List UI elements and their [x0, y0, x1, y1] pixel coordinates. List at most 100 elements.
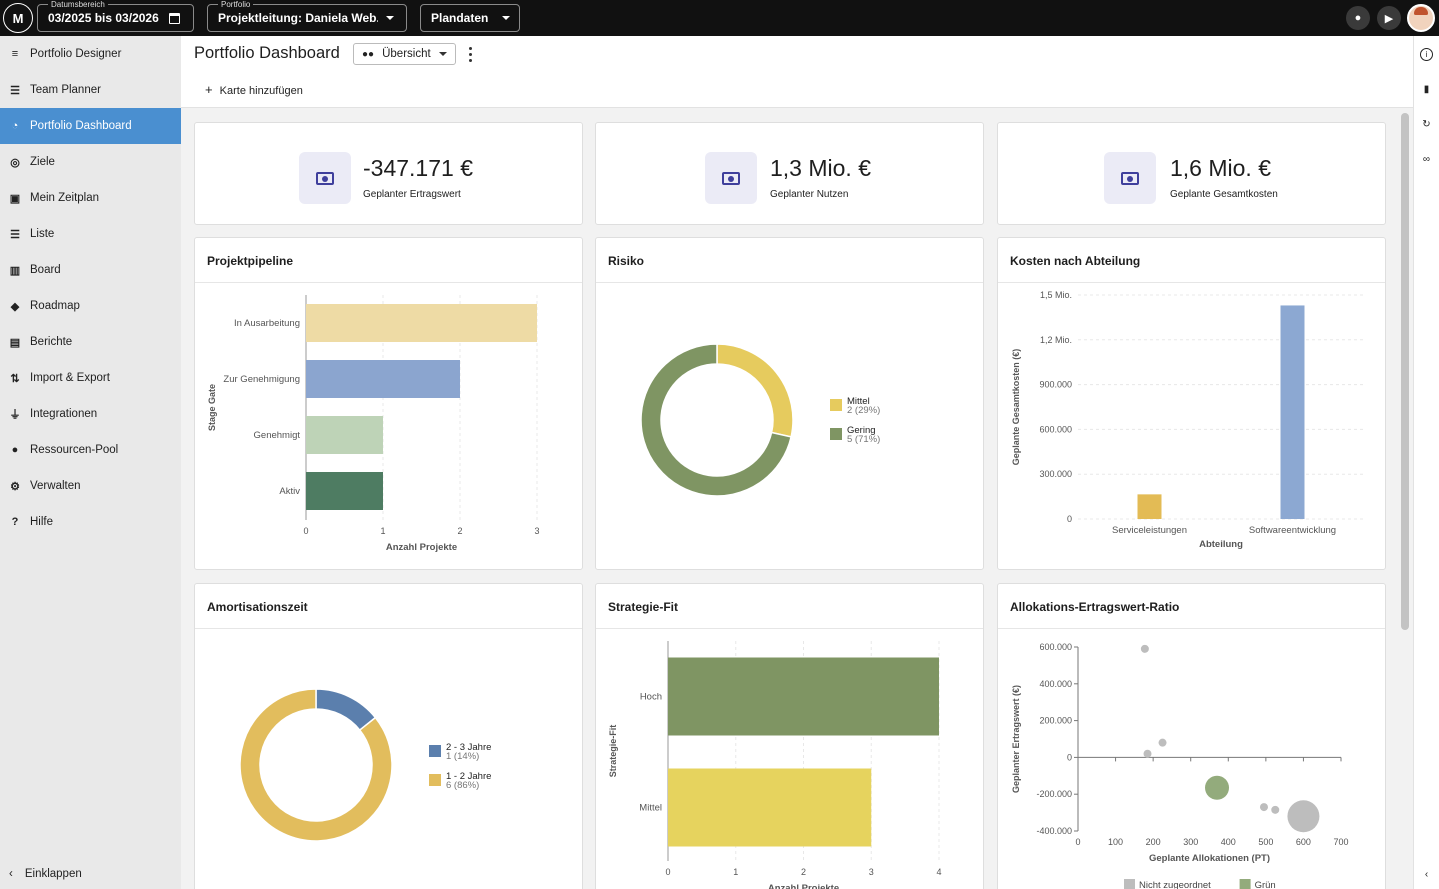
- sidebar-item-label: Integrationen: [30, 408, 98, 420]
- chevron-left-icon[interactable]: ‹: [1424, 869, 1429, 880]
- legend-name: 1 - 2 Jahre: [446, 771, 491, 782]
- kpi-value: 1,3 Mio. €: [770, 155, 871, 181]
- kpi-card-earned-value: -347.171 € Geplanter Ertragswert: [194, 122, 583, 225]
- sidebar-item-label: Board: [30, 264, 61, 276]
- board-icon: ▥: [9, 264, 21, 277]
- y-tick-label: 900.000: [1039, 380, 1072, 390]
- y-tick-label: 600.000: [1039, 642, 1072, 652]
- comments-icon[interactable]: ▮: [1423, 84, 1430, 95]
- sidebar-item-import-export[interactable]: ⇅ Import & Export: [0, 360, 181, 396]
- top-bar: M Datumsbereich 03/2025 bis 03/2026 Port…: [0, 0, 1439, 36]
- view-select-value: Übersicht: [382, 48, 431, 60]
- costs-chart: 0 300.000 600.000 900.000 1,2 Mio. 1,5 Mio. Se…: [1011, 290, 1364, 550]
- x-axis-label: Anzahl Projekte: [386, 542, 457, 553]
- dashboard-content: -347.171 € Geplanter Ertragswert 1,3 Mio…: [181, 109, 1399, 889]
- sidebar-item-label: Team Planner: [30, 84, 101, 96]
- bell-icon[interactable]: ●: [1346, 6, 1370, 30]
- kpi-label: Geplante Gesamtkosten: [1170, 189, 1278, 200]
- sidebar-item-label: Roadmap: [30, 300, 80, 312]
- sidebar-item-verwalten[interactable]: ⚙ Verwalten: [0, 468, 181, 504]
- help-icon: ?: [11, 516, 19, 528]
- sidebar-item-berichte[interactable]: ▤ Berichte: [0, 324, 181, 360]
- chevron-down-icon: [438, 52, 447, 56]
- sidebar-item-ressourcen-pool[interactable]: ● Ressourcen-Pool: [0, 432, 181, 468]
- plan-data-value: Plandaten: [431, 11, 489, 25]
- date-range-picker[interactable]: Datumsbereich 03/2025 bis 03/2026: [37, 0, 194, 32]
- megaphone-icon[interactable]: ▶: [1377, 6, 1401, 30]
- chevron-left-icon: ‹: [9, 868, 13, 880]
- bar: [306, 416, 383, 454]
- bar: [1137, 494, 1162, 519]
- portfolio-select[interactable]: Portfolio Projektleitung: Daniela Web...: [207, 0, 407, 32]
- x-tick-label: Serviceleistungen: [1112, 525, 1187, 536]
- card-allocation: Allokations-Ertragswert-Ratio -400.000 -2…: [997, 583, 1386, 889]
- y-tick-label: 1,2 Mio.: [1040, 335, 1072, 345]
- y-tick-label: -200.000: [1036, 789, 1072, 799]
- x-tick-label: 1: [380, 526, 385, 536]
- card-title: Allokations-Ertragswert-Ratio: [998, 584, 1385, 629]
- x-tick-label: 0: [665, 867, 670, 877]
- plug-icon: ⏚: [9, 409, 21, 421]
- allocation-chart: -400.000 -200.000 0 200.000 400.000 600.000 0 1…: [1011, 642, 1349, 889]
- sidebar-item-ziele[interactable]: ◎ Ziele: [0, 144, 181, 180]
- x-tick-label: 200: [1146, 837, 1161, 847]
- kpi-label: Geplanter Nutzen: [770, 189, 849, 200]
- add-card-label: Karte hinzufügen: [219, 85, 303, 97]
- legend-swatch: [830, 399, 842, 411]
- scrollbar[interactable]: [1401, 113, 1409, 630]
- sidebar-item-mein-zeitplan[interactable]: ▣ Mein Zeitplan: [0, 180, 181, 216]
- scatter-point: [1271, 805, 1280, 814]
- card-title: Amortisationszeit: [195, 584, 582, 629]
- y-tick-label: 200.000: [1039, 716, 1072, 726]
- sidebar-item-portfolio-designer[interactable]: ≡ Portfolio Designer: [0, 36, 181, 72]
- sidebar-item-liste[interactable]: ☰ Liste: [0, 216, 181, 252]
- sidebar-item-portfolio-dashboard[interactable]: ◔ Portfolio Dashboard: [0, 108, 181, 144]
- x-tick-label: 400: [1221, 837, 1236, 847]
- card-costs: Kosten nach Abteilung 0 300.000 600.000 900…: [997, 237, 1386, 570]
- card-title: Risiko: [596, 238, 983, 283]
- info-icon[interactable]: i: [1420, 48, 1433, 61]
- dashboard-icon: ◔: [11, 120, 19, 132]
- scatter-point: [1205, 775, 1230, 800]
- legend-swatch: [429, 774, 441, 786]
- y-axis-label: Stage Gate: [207, 384, 217, 431]
- legend-value: 6 (86%): [446, 780, 479, 791]
- x-axis-label: Abteilung: [1199, 539, 1243, 550]
- more-options-icon[interactable]: [465, 45, 475, 63]
- plan-data-select[interactable]: Plandaten: [420, 4, 520, 32]
- gear-icon: ⚙: [10, 480, 20, 493]
- x-tick-label: 0: [303, 526, 308, 536]
- view-select[interactable]: ●● Übersicht: [353, 43, 456, 65]
- report-icon: ▤: [9, 336, 21, 349]
- sidebar-item-integrationen[interactable]: ⏚ Integrationen: [0, 396, 181, 432]
- y-tick-label: 1,5 Mio.: [1040, 290, 1072, 300]
- collapse-button[interactable]: ‹ Einklappen: [0, 859, 181, 889]
- legend-value: 2 (29%): [847, 405, 880, 416]
- sidebar-item-roadmap[interactable]: ◆ Roadmap: [0, 288, 181, 324]
- sidebar-item-board[interactable]: ▥ Board: [0, 252, 181, 288]
- card-title: Projektpipeline: [195, 238, 582, 283]
- link-icon[interactable]: ∞: [1422, 154, 1431, 165]
- sidebar-item-label: Verwalten: [30, 480, 81, 492]
- sidebar-item-team-planner[interactable]: ☰ Team Planner: [0, 72, 181, 108]
- team-planner-icon: ☰: [10, 84, 20, 97]
- strategy-chart: 0 1 2 3 4 Hoch Mittel Anzahl Projekte Strategie-…: [608, 641, 942, 889]
- add-card-button[interactable]: + Karte hinzufügen: [205, 82, 303, 97]
- sidebar-item-label: Ressourcen-Pool: [30, 444, 119, 456]
- y-tick-label: Hoch: [640, 692, 662, 703]
- chevron-down-icon: [386, 16, 394, 20]
- y-tick-label: Genehmigt: [254, 430, 301, 441]
- avatar[interactable]: [1407, 4, 1435, 32]
- bar: [306, 304, 537, 342]
- card-payback: Amortisationszeit 2 - 3 Jahre 1 (14%) 1 - …: [194, 583, 583, 889]
- card-strategy: Strategie-Fit 0 1 2 3 4 Hoch Mittel Anzahl Proj…: [595, 583, 984, 889]
- sidebar-item-label: Ziele: [30, 156, 55, 168]
- bar: [306, 360, 460, 398]
- sidebar-item-hilfe[interactable]: ? Hilfe: [0, 504, 181, 540]
- history-icon[interactable]: ↻: [1422, 119, 1431, 130]
- y-tick-label: In Ausarbeitung: [234, 318, 300, 329]
- page-title: Portfolio Dashboard: [194, 44, 340, 62]
- legend-name: Grün: [1255, 880, 1276, 889]
- app-logo[interactable]: M: [3, 3, 33, 33]
- card-title: Kosten nach Abteilung: [998, 238, 1385, 283]
